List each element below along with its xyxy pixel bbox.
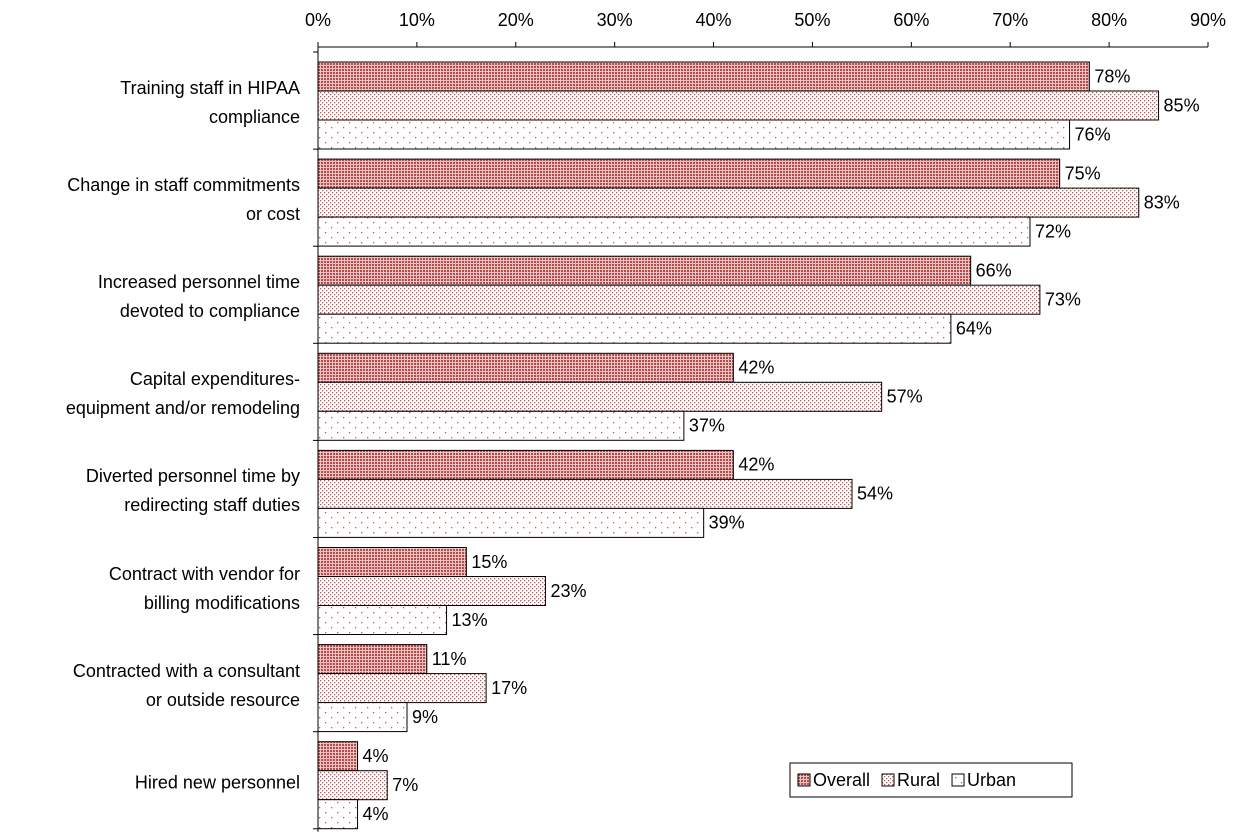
- x-tick-label: 20%: [498, 10, 534, 30]
- value-label: 39%: [709, 513, 745, 533]
- bar: [317, 119, 1071, 150]
- bar: [317, 547, 467, 577]
- value-label: 83%: [1144, 192, 1180, 212]
- value-label: 4%: [363, 804, 389, 824]
- bar: [317, 770, 388, 801]
- value-label: 64%: [956, 318, 992, 338]
- bar: [317, 284, 1041, 315]
- value-label: 73%: [1045, 289, 1081, 309]
- x-tick-label: 60%: [893, 10, 929, 30]
- value-label: 4%: [363, 746, 389, 766]
- bar: [317, 605, 448, 635]
- bar: [317, 449, 734, 480]
- bar: [317, 673, 487, 704]
- value-label: 13%: [452, 610, 488, 630]
- bar: [317, 381, 883, 412]
- x-tick-label: 10%: [399, 10, 435, 30]
- value-label: 15%: [471, 552, 507, 572]
- bar: [317, 90, 1160, 121]
- value-label: 42%: [738, 455, 774, 475]
- x-tick-label: 90%: [1190, 10, 1226, 30]
- value-label: 72%: [1035, 221, 1071, 241]
- bar: [317, 507, 705, 538]
- bar: [317, 644, 428, 675]
- value-label: 23%: [550, 581, 586, 601]
- bar: [317, 216, 1031, 247]
- bar: [317, 702, 408, 733]
- value-label: 75%: [1065, 163, 1101, 183]
- x-tick-label: 80%: [1091, 10, 1127, 30]
- category-label: Contracted with a consultant or outside …: [72, 660, 300, 710]
- legend-label: Overall: [813, 770, 870, 790]
- legend-label: Urban: [967, 770, 1016, 790]
- value-label: 11%: [432, 649, 467, 669]
- category-label: Training staff in HIPAA compliance: [120, 78, 300, 127]
- bar: [317, 576, 546, 606]
- value-label: 54%: [857, 484, 893, 504]
- bar: [317, 313, 952, 344]
- bar: [317, 255, 972, 286]
- value-label: 42%: [738, 358, 774, 378]
- bar: [317, 61, 1090, 92]
- legend-swatch: [951, 773, 965, 787]
- bar: [317, 187, 1140, 218]
- bar: [317, 799, 359, 830]
- value-label: 57%: [887, 387, 923, 407]
- category-label: Diverted personnel time by redirecting s…: [85, 466, 300, 516]
- legend-label: Rural: [897, 770, 940, 790]
- value-label: 37%: [689, 416, 725, 436]
- category-label: Change in staff commitments or cost: [67, 175, 300, 225]
- x-tick-label: 30%: [597, 10, 633, 30]
- value-label: 78%: [1094, 66, 1130, 86]
- value-label: 17%: [491, 678, 527, 698]
- x-tick-label: 40%: [696, 10, 732, 30]
- bar: [317, 478, 853, 509]
- value-label: 7%: [392, 775, 418, 795]
- bar: [317, 352, 734, 383]
- bar: [317, 741, 359, 772]
- legend-swatch: [797, 773, 811, 787]
- category-label: Contract with vendor for billing modific…: [108, 563, 300, 613]
- value-label: 66%: [976, 260, 1012, 280]
- value-label: 9%: [412, 707, 438, 727]
- x-tick-label: 70%: [992, 10, 1028, 30]
- legend-swatch: [881, 773, 895, 787]
- bar: [317, 410, 685, 441]
- x-tick-label: 50%: [794, 10, 830, 30]
- bar: [317, 158, 1061, 189]
- category-label: Capital expenditures- equipment and/or r…: [65, 369, 300, 419]
- category-label: Increased personnel time devoted to comp…: [97, 272, 300, 322]
- category-label: Hired new personnel: [134, 772, 300, 793]
- legend-box: [789, 762, 1073, 798]
- value-label: 76%: [1075, 124, 1111, 144]
- x-tick-label: 0%: [305, 10, 331, 30]
- value-label: 85%: [1164, 95, 1200, 115]
